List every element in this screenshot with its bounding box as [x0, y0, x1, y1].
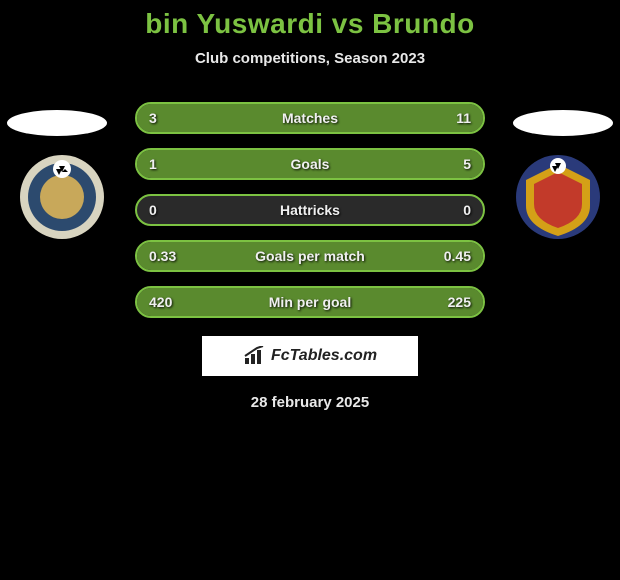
- club-badge-left: [14, 154, 110, 240]
- stat-label: Goals per match: [255, 248, 365, 264]
- stat-value-right: 5: [463, 156, 471, 172]
- stat-label: Matches: [282, 110, 338, 126]
- page-title: bin Yuswardi vs Brundo: [0, 8, 620, 40]
- stat-value-left: 0: [149, 202, 157, 218]
- content-row: 3 Matches 11 1 Goals 5 0 Hattricks 0: [0, 102, 620, 318]
- stat-fill-left: [137, 104, 210, 132]
- brand-chart-icon: [243, 346, 267, 366]
- stat-row-matches: 3 Matches 11: [135, 102, 485, 134]
- stat-label: Hattricks: [280, 202, 340, 218]
- stat-value-right: 11: [456, 110, 471, 126]
- stat-value-left: 1: [149, 156, 157, 172]
- stat-fill-right: [210, 104, 483, 132]
- club-badge-right: [510, 154, 606, 240]
- stat-fill-right: [196, 150, 483, 178]
- player-ellipse-left: [7, 110, 107, 136]
- left-column: [7, 102, 127, 240]
- stat-value-left: 420: [149, 294, 172, 310]
- stat-row-min-per-goal: 420 Min per goal 225: [135, 286, 485, 318]
- stat-value-right: 0: [463, 202, 471, 218]
- stat-row-hattricks: 0 Hattricks 0: [135, 194, 485, 226]
- brand-box[interactable]: FcTables.com: [202, 336, 418, 376]
- badge-right-svg: [510, 154, 606, 240]
- stat-value-right: 0.45: [444, 248, 471, 264]
- stat-value-right: 225: [448, 294, 471, 310]
- brand-text: FcTables.com: [271, 347, 377, 365]
- player-ellipse-right: [513, 110, 613, 136]
- stat-label: Goals: [291, 156, 330, 172]
- stats-column: 3 Matches 11 1 Goals 5 0 Hattricks 0: [135, 102, 485, 318]
- stat-row-goals-per-match: 0.33 Goals per match 0.45: [135, 240, 485, 272]
- stat-label: Min per goal: [269, 294, 351, 310]
- badge-left-svg: [14, 154, 110, 240]
- right-column: [493, 102, 613, 240]
- infographic-container: bin Yuswardi vs Brundo Club competitions…: [0, 0, 620, 411]
- stat-value-left: 3: [149, 110, 157, 126]
- stat-value-left: 0.33: [149, 248, 176, 264]
- subtitle: Club competitions, Season 2023: [0, 50, 620, 67]
- badge-left-inner: [40, 175, 84, 219]
- stat-fill-left: [137, 150, 196, 178]
- stat-row-goals: 1 Goals 5: [135, 148, 485, 180]
- date-text: 28 february 2025: [0, 394, 620, 411]
